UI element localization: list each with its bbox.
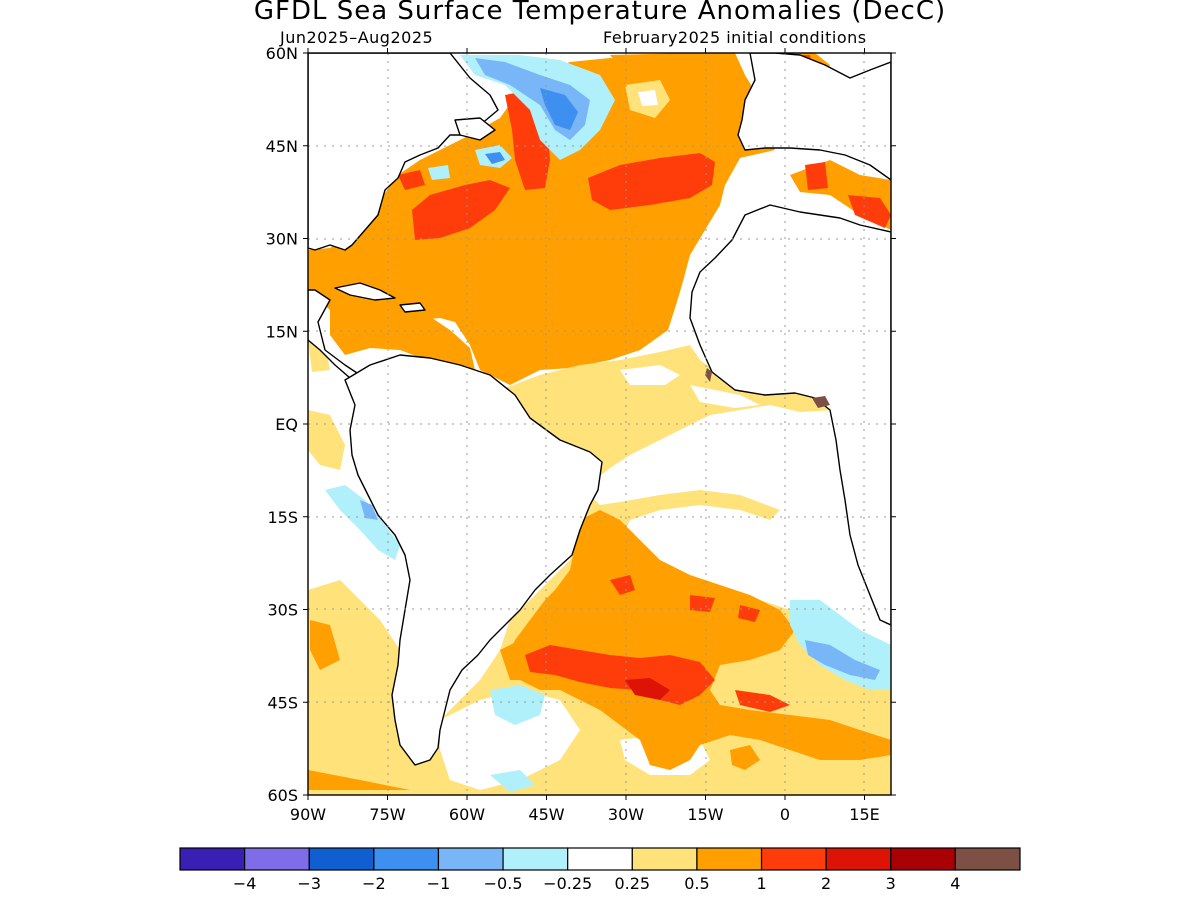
newfoundland-cooler-spot [485,152,505,164]
colorbar-swatch [696,847,763,871]
lon-label: 60W [449,805,485,824]
labrador-sea-coldest-region [540,88,578,130]
lon-label: 45W [528,805,564,824]
colorbar-swatch [179,847,246,871]
colorbar-label: −0.25 [543,874,592,893]
south-america-land [344,354,603,766]
colorbar-swatch [373,847,440,871]
southwest-atlantic-cool-region [490,685,545,725]
forecast-period: Jun2025–Aug2025 [280,28,434,47]
lat-label: 45S [267,693,298,712]
south-atlantic-hot-spot-2 [690,595,715,612]
gulf-stream-hot-region [412,180,510,240]
colorbar-label: −4 [233,874,257,893]
colorbar-label: −2 [362,874,386,893]
colorbar-swatch [825,847,892,871]
pacific-cooler-spot [360,500,378,520]
north-america-land [308,53,499,251]
colorbar-label: 0.5 [684,874,709,893]
latitude-labels: 60N 45N 30N 15N EQ 15S 30S 45S 60S [266,44,298,805]
africa-land [689,204,891,626]
south-atlantic-hot-spot-4 [735,690,790,712]
colorbar-swatch [631,847,698,871]
bioko-anomaly-spot [812,396,830,408]
south-tropical-white-gap [615,465,720,490]
hispaniola-land [399,302,426,313]
colorbar-label: 2 [821,874,831,893]
balearic-hot-region [805,162,828,190]
lat-label: 15S [267,508,298,527]
map-title: GFDL Sea Surface Temperature Anomalies (… [253,0,947,26]
colorbar-label: 3 [886,874,896,893]
lat-label: 30N [266,230,298,249]
lon-label: 15W [687,805,723,824]
southern-ocean-cool-spot [490,770,535,792]
south-atlantic-warm-region [505,510,891,770]
colorbar-labels: −4 −3 −2 −1 −0.5 −0.25 0.25 0.5 1 2 3 4 [233,874,961,893]
longitude-labels: 90W 75W 60W 45W 30W 15W 0 15E [290,805,880,824]
south-warm-tail [308,770,410,790]
lon-label: 90W [290,805,326,824]
lon-label: 15E [849,805,879,824]
colorbar-swatch [308,847,375,871]
mid-atlantic-hot-region [588,153,715,210]
colorbar [179,847,1021,871]
anomaly-field [308,53,891,795]
colorbar-label: 1 [756,874,766,893]
colorbar-label: 4 [950,874,960,893]
grid [308,53,891,795]
land [308,53,891,766]
colorbar-swatch [502,847,569,871]
south-atlantic-hot-spot-1 [610,575,635,595]
caribbean-warm-region [330,300,475,370]
lat-label: 15N [266,322,298,341]
nova-scotia-hot-region [398,170,425,190]
tropical-white-gap-1 [620,365,680,385]
lat-label: EQ [275,415,298,434]
colorbar-swatch [437,847,504,871]
south-atlantic-hottest-core [625,678,670,700]
italy-hot-region [848,195,891,228]
colorbar-label: −3 [297,874,321,893]
pacific-cool-region [325,485,400,560]
lat-label: 60S [267,786,298,805]
pacific-mild-region [308,410,345,470]
lon-label: 0 [780,805,790,824]
colorbar-swatch [890,847,956,871]
tropical-white-gap-2 [690,385,760,408]
cuba-land [334,282,396,301]
labrador-white-spot [638,90,658,106]
south-warm-patch-2 [730,745,760,770]
southeast-atlantic-cooler-region [805,640,880,680]
initial-conditions-label: February2025 initial conditions [603,28,867,47]
lat-label: 30S [267,601,298,620]
gulf-cool-spot [428,165,450,180]
canary-anomaly-spot [705,368,712,382]
colorbar-swatch [954,847,1021,871]
axis-ticks [303,48,896,800]
colorbar-swatch [567,847,633,871]
europe-land [737,53,891,181]
colorbar-swatch [244,847,310,871]
colorbar-label: 0.25 [614,874,650,893]
colorbar-label: −0.5 [484,874,523,893]
south-atlantic-white-gap [440,690,580,790]
lon-label: 75W [369,805,405,824]
north-atlantic-warm-region [308,58,775,385]
north-atlantic-warm-northeast [610,53,770,140]
lat-label: 45N [266,137,298,156]
lat-label: 60N [266,44,298,63]
south-atlantic-hot-spot-3 [738,605,760,622]
lon-label: 30W [608,805,644,824]
colorbar-label: −1 [427,874,451,893]
newfoundland-land [454,117,496,141]
west-coast-warm-1 [310,620,340,670]
colorbar-swatch [760,847,827,871]
